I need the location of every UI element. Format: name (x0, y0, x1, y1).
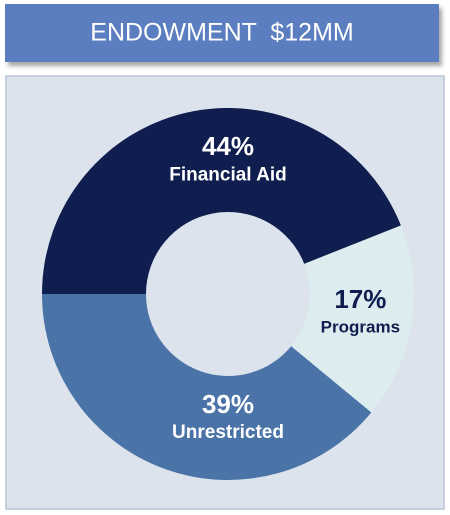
plot-area: 44% Financial Aid 17% Programs 39% Unrestrict… (41, 107, 414, 480)
chart-title: ENDOWMENT $12MM (90, 19, 353, 47)
data-label: 44% (202, 131, 254, 161)
data-label: 39% (202, 389, 254, 419)
donut-slice (42, 107, 401, 294)
category-label: Programs (321, 317, 400, 336)
donut-slice (41, 294, 372, 480)
donut-slice (291, 225, 414, 413)
category-label: Financial Aid (169, 164, 287, 185)
title-bar (5, 4, 439, 62)
category-label: Unrestricted (172, 422, 284, 443)
data-label: 17% (334, 284, 386, 314)
